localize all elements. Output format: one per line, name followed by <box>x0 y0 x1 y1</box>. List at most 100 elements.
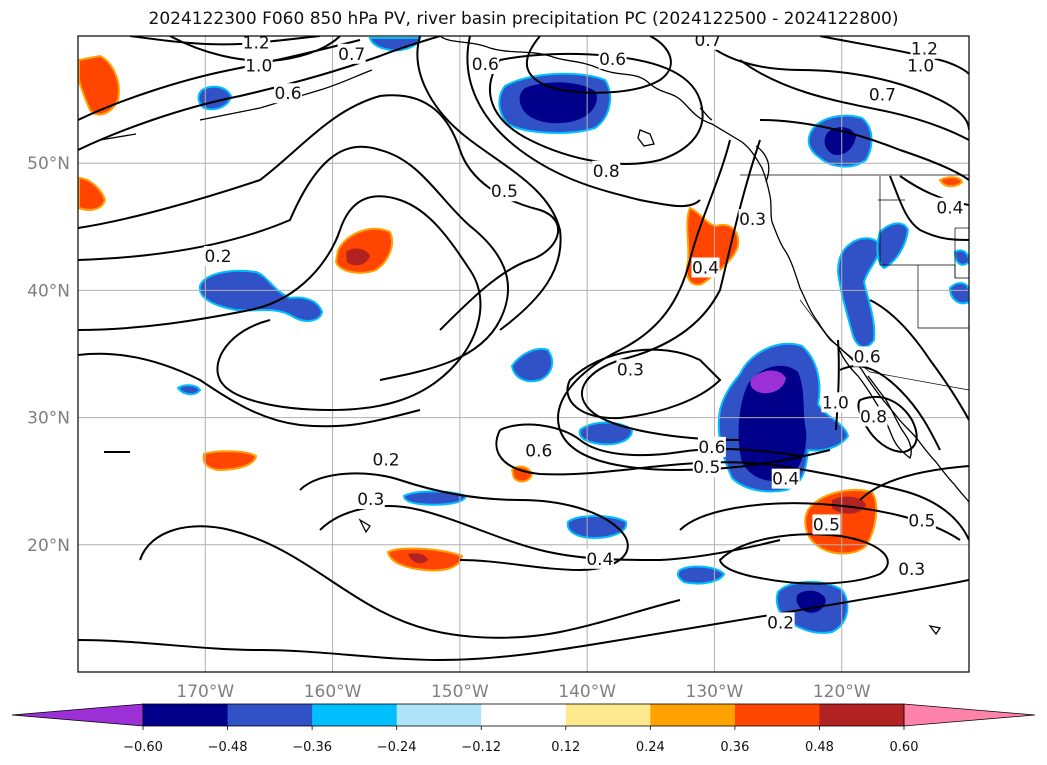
colorbar-segment <box>227 704 313 726</box>
pv-contours <box>78 36 969 662</box>
shade-blob <box>953 249 969 266</box>
contour-label-bg <box>853 346 882 367</box>
shade-blob <box>876 222 910 270</box>
shade-blob <box>346 248 370 266</box>
colorbar-frame <box>142 703 905 727</box>
shade-blob <box>510 465 534 483</box>
colorbar-tick-label: 0.60 <box>890 740 919 755</box>
contour-label-bg <box>490 181 519 202</box>
contour-label-bg <box>471 53 500 74</box>
contour-label-bg <box>274 83 303 104</box>
contour-label: 0.5 <box>491 182 518 202</box>
lat-tick-label: 40°N <box>27 281 70 301</box>
colorbar-extend-max <box>903 703 1036 727</box>
contour-label-bg <box>372 449 401 470</box>
contour-label-bg <box>242 36 271 53</box>
colorbar-tick-label: −0.48 <box>208 740 248 755</box>
colorbar-tick-label: 0.36 <box>720 740 749 755</box>
shade-blob <box>176 384 202 396</box>
contour-label: 1.2 <box>911 40 938 60</box>
contour-label-bg <box>692 457 721 478</box>
contour-label-bg <box>907 510 936 531</box>
shade-blob <box>750 370 786 394</box>
contour-label-bg <box>592 160 621 181</box>
contour-label-bg <box>897 558 926 579</box>
colorbar-segment <box>143 704 229 726</box>
shade-blob <box>824 127 856 156</box>
colorbar-segment <box>312 704 398 726</box>
shade-blob <box>832 496 866 514</box>
lon-tick-label: 160°W <box>304 682 362 702</box>
contour-label: 0.6 <box>599 50 626 70</box>
colorbar-tick-label: −0.60 <box>123 740 163 755</box>
contour-label: 0.4 <box>586 550 613 570</box>
contour-label: 0.3 <box>898 560 925 580</box>
colorbar-tick-label: −0.36 <box>292 740 332 755</box>
shade-blob <box>578 421 634 446</box>
contour-label: 0.6 <box>525 442 552 462</box>
contour-label: 0.8 <box>860 407 887 427</box>
contour-label-bg <box>356 489 385 510</box>
contour-label: 0.4 <box>772 470 799 490</box>
contour-label-bg <box>585 548 614 569</box>
contour-label: 0.5 <box>908 512 935 532</box>
colorbar-segment <box>734 704 820 726</box>
shade-blob <box>836 237 882 348</box>
shade-blob <box>198 269 324 322</box>
contour-label: 1.2 <box>243 33 270 53</box>
contour-label: 0.3 <box>617 360 644 380</box>
colorbar-segment <box>650 704 736 726</box>
contour-label-bg <box>935 197 964 218</box>
shade-blob <box>938 176 964 188</box>
shade-blob <box>202 450 258 472</box>
contour-label: 0.6 <box>472 55 499 75</box>
contour-label: 0.2 <box>767 613 794 633</box>
colorbar-tick-label: 0.12 <box>551 740 580 755</box>
map-panel[interactable]: 1.21.00.60.70.6 0.60.7 1.21.00.70.80.50.30… <box>78 30 969 672</box>
lon-tick-label: 150°W <box>431 682 489 702</box>
shade-blob <box>566 515 628 540</box>
colorbar-segment <box>396 704 482 726</box>
lon-tick-label: 170°W <box>176 682 234 702</box>
contour-label-bg <box>697 436 726 457</box>
contour-label-bg <box>337 43 366 64</box>
contour-labels: 1.21.00.60.70.6 0.60.7 1.21.00.70.80.50.30… <box>204 31 964 633</box>
borders <box>740 174 969 391</box>
contour-label: 0.2 <box>204 247 231 267</box>
colorbar-segment <box>481 704 567 726</box>
shade-blob <box>738 365 807 482</box>
contour-label-bg <box>771 468 800 489</box>
contour-label-bg <box>821 392 850 413</box>
contour-label-bg <box>616 359 645 380</box>
contour-label-bg <box>868 84 897 105</box>
colorbar-tick-label: −0.24 <box>377 740 417 755</box>
colorbar-tick-label: −0.12 <box>461 740 501 755</box>
contour-label: 1.0 <box>245 56 272 76</box>
shade-blob <box>948 282 969 305</box>
contour-label: 1.0 <box>822 393 849 413</box>
contour-label-bg <box>694 36 723 50</box>
colorbar-tick-label: 0.24 <box>636 740 665 755</box>
contour-label-bg <box>910 38 939 59</box>
contour-label-bg <box>691 257 720 278</box>
map-frame <box>77 35 970 673</box>
colorbar-tick-label: 0.48 <box>805 740 834 755</box>
contour-label-bg <box>738 209 767 230</box>
colorbar-segment <box>819 704 905 726</box>
shade-blob <box>408 553 428 564</box>
contour-label-bg <box>859 406 888 427</box>
contour-label-bg <box>598 48 627 69</box>
contour-label: 0.7 <box>338 45 365 65</box>
contour-label: 0.6 <box>854 348 881 368</box>
colorbar: −0.60 −0.48 −0.36 −0.24 −0.12 0.12 0.24 0.36 0.4… <box>11 703 1036 755</box>
contour-label: 0.3 <box>739 210 766 230</box>
lon-tick-label: 130°W <box>686 682 744 702</box>
contour-label: 0.7 <box>869 86 896 106</box>
contour-label: 0.5 <box>693 458 720 478</box>
contour-label: 1.0 <box>907 56 934 76</box>
contour-label-bg <box>766 612 795 633</box>
shade-blob <box>78 54 120 116</box>
contour-label: 0.7 <box>695 31 722 51</box>
colorbar-extend-min <box>11 703 144 727</box>
